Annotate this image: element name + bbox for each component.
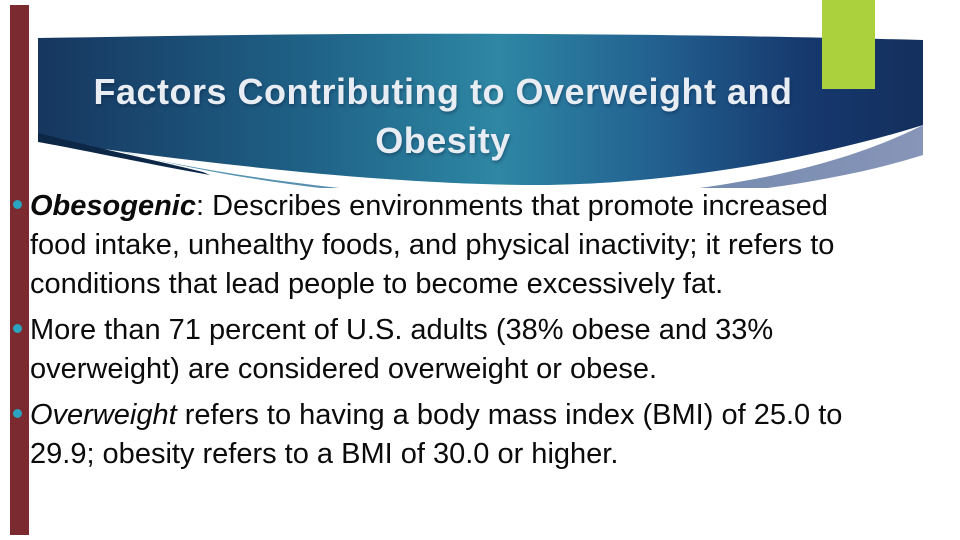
banner-ribbon bbox=[38, 33, 923, 186]
bullet-item: Overweight refers to having a body mass … bbox=[10, 396, 950, 474]
bullet-text-segment: Obesogenic bbox=[30, 190, 196, 222]
bullet-dot bbox=[13, 409, 22, 418]
bullet-text-line: overweight) are considered overweight or… bbox=[30, 350, 950, 389]
banner-dark-wedge bbox=[38, 133, 210, 175]
bullet-text-line: Overweight refers to having a body mass … bbox=[30, 396, 950, 435]
bullet-text-segment: refers to having a body mass index (BMI)… bbox=[176, 399, 843, 431]
bullet-text-segment: conditions that lead people to become ex… bbox=[30, 268, 724, 300]
bullet-item: Obesogenic: Describes environments that … bbox=[10, 187, 950, 304]
left-accent-bar bbox=[10, 5, 29, 535]
bullet-text-segment: Overweight bbox=[30, 399, 177, 431]
bullet-text-segment: More than 71 percent of U.S. adults (38%… bbox=[30, 314, 774, 346]
bullet-text-segment: 29.9; obesity refers to a BMI of 30.0 or… bbox=[30, 438, 619, 470]
bullet-text-line: food intake, unhealthy foods, and physic… bbox=[30, 226, 950, 265]
bullet-text-line: conditions that lead people to become ex… bbox=[30, 265, 950, 304]
bullet-text-segment: overweight) are considered overweight or… bbox=[30, 353, 658, 385]
bullet-dot bbox=[13, 324, 22, 333]
bullet-text-line: More than 71 percent of U.S. adults (38%… bbox=[30, 311, 950, 350]
slide-title: Factors Contributing to Overweight and O… bbox=[38, 67, 848, 165]
green-accent-tab bbox=[822, 0, 875, 89]
bullet-text-segment: : Describes environments that promote in… bbox=[196, 190, 828, 222]
bullet-list: Obesogenic: Describes environments that … bbox=[10, 187, 950, 481]
title-line-1: Factors Contributing to Overweight and bbox=[93, 71, 793, 112]
bullet-text-line: Obesogenic: Describes environments that … bbox=[30, 187, 950, 226]
bullet-item: More than 71 percent of U.S. adults (38%… bbox=[10, 311, 950, 389]
bullet-text-line: 29.9; obesity refers to a BMI of 30.0 or… bbox=[30, 435, 950, 474]
bullet-text-segment: food intake, unhealthy foods, and physic… bbox=[30, 229, 835, 261]
bullet-dot bbox=[13, 200, 22, 209]
title-line-2: Obesity bbox=[375, 120, 511, 161]
title-banner-graphic bbox=[38, 33, 923, 188]
